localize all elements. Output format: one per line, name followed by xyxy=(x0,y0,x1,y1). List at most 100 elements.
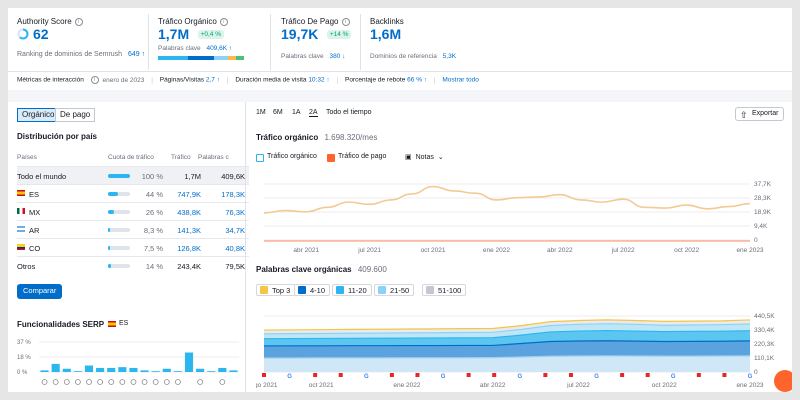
table-row[interactable]: ES 44 % 747,9K 178,3K xyxy=(17,184,249,202)
traffic-value[interactable]: 141,3K xyxy=(177,226,201,235)
serp-feature-icon[interactable] xyxy=(219,379,226,385)
traffic-value[interactable]: 747,9K xyxy=(177,190,201,199)
serp-feature-icon[interactable] xyxy=(41,379,48,385)
keywords-value[interactable]: 40,8K xyxy=(225,244,245,253)
serp-feature-bar[interactable] xyxy=(173,371,182,372)
range-tab-0[interactable]: 1M xyxy=(256,109,266,116)
serp-feature-icon[interactable] xyxy=(152,379,159,385)
google-update-icon[interactable]: G xyxy=(441,374,446,380)
help-chat-button[interactable] xyxy=(774,370,792,392)
keywords-value[interactable]: 409,6K xyxy=(221,172,245,181)
authority-score-value[interactable]: 62 xyxy=(33,26,49,42)
note-flag-icon[interactable] xyxy=(338,373,343,377)
serp-feature-bar[interactable] xyxy=(184,352,194,372)
note-flag-icon[interactable] xyxy=(722,373,727,377)
export-button[interactable]: ⇧ Exportar xyxy=(735,107,785,121)
serp-feature-icon[interactable] xyxy=(63,379,70,385)
serp-feature-icon[interactable] xyxy=(174,379,181,385)
serp-feature-bar[interactable] xyxy=(40,370,49,372)
serp-feature-bar[interactable] xyxy=(62,368,71,372)
show-all-link[interactable]: Mostrar todo xyxy=(442,76,479,84)
serp-feature-icon[interactable] xyxy=(163,379,170,385)
serp-feature-icon[interactable] xyxy=(197,379,204,385)
table-row[interactable]: AR 8,3 % 141,3K 34,7K xyxy=(17,220,249,238)
note-flag-icon[interactable] xyxy=(313,373,318,377)
serp-feature-icon[interactable] xyxy=(141,379,148,385)
table-row[interactable]: MX 26 % 438,8K 76,3K xyxy=(17,202,249,220)
note-flag-icon[interactable] xyxy=(262,373,266,377)
info-icon[interactable]: i xyxy=(74,17,83,26)
serp-feature-icon[interactable] xyxy=(52,379,59,385)
serp-feature-bar[interactable] xyxy=(107,367,116,372)
serp-feature-icon[interactable] xyxy=(74,379,81,385)
keywords-value[interactable]: 178,3K xyxy=(221,190,245,199)
note-flag-icon[interactable] xyxy=(696,373,701,377)
google-update-icon[interactable]: G xyxy=(671,374,676,380)
note-flag-icon[interactable] xyxy=(645,373,650,377)
legend-kw-0[interactable]: Top 3 xyxy=(256,284,296,296)
legend-paid[interactable]: Tráfico de pago xyxy=(327,153,386,162)
legend-kw-3[interactable]: 21-50 xyxy=(374,284,415,296)
note-flag-icon[interactable] xyxy=(543,373,548,377)
info-icon[interactable]: i xyxy=(219,17,228,26)
serp-feature-bar[interactable] xyxy=(51,363,60,372)
keywords-value[interactable]: 76,3K xyxy=(225,208,245,217)
traffic-value[interactable]: 126,8K xyxy=(177,244,201,253)
serp-feature-icon[interactable] xyxy=(119,379,126,385)
legend-kw-4[interactable]: 51-100 xyxy=(422,284,467,296)
keywords-area-Top 3[interactable] xyxy=(264,355,750,372)
serp-feature-icon[interactable] xyxy=(130,379,137,385)
serp-feature-bar[interactable] xyxy=(196,368,205,372)
paid-traffic-value[interactable]: 19,7K xyxy=(281,26,319,42)
google-update-icon[interactable]: G xyxy=(748,374,753,380)
serp-feature-bar[interactable] xyxy=(84,365,94,372)
google-update-icon[interactable]: G xyxy=(594,374,599,380)
serp-feature-bar[interactable] xyxy=(218,367,227,372)
traffic-value[interactable]: 243,4K xyxy=(177,262,201,271)
organic-traffic-value[interactable]: 1,7M xyxy=(158,26,190,42)
tab-paid[interactable]: De pago xyxy=(55,108,96,122)
notes-dropdown[interactable]: ▣ Notas ⌄ xyxy=(405,154,444,161)
serp-feature-bar[interactable] xyxy=(96,367,105,372)
google-update-icon[interactable]: G xyxy=(287,374,292,380)
note-flag-icon[interactable] xyxy=(415,373,420,377)
serp-feature-icon[interactable] xyxy=(97,379,104,385)
note-flag-icon[interactable] xyxy=(568,373,573,377)
range-tab-1[interactable]: 6M xyxy=(273,109,283,116)
serp-feature-bar[interactable] xyxy=(129,367,138,372)
range-tab-4[interactable]: Todo el tiempo xyxy=(326,109,372,116)
serp-feature-bar[interactable] xyxy=(140,370,149,372)
google-update-icon[interactable]: G xyxy=(517,374,522,380)
note-flag-icon[interactable] xyxy=(466,373,471,377)
note-flag-icon[interactable] xyxy=(492,373,497,377)
legend-kw-1[interactable]: 4-10 xyxy=(294,284,331,296)
serp-feature-icon[interactable] xyxy=(108,379,115,385)
serp-feature-bar[interactable] xyxy=(207,371,216,372)
serp-feature-icon[interactable] xyxy=(86,379,92,385)
google-update-icon[interactable]: G xyxy=(364,374,369,380)
legend-kw-2[interactable]: 11-20 xyxy=(332,284,372,296)
serp-feature-bar[interactable] xyxy=(118,367,127,372)
traffic-value[interactable]: 438,8K xyxy=(177,208,201,217)
serp-feature-bar[interactable] xyxy=(162,368,171,372)
legend-organic[interactable]: Tráfico orgánico xyxy=(256,153,317,162)
info-icon[interactable]: i xyxy=(341,17,350,26)
traffic-value[interactable]: 1,7M xyxy=(184,172,201,181)
compare-button[interactable]: Comparar xyxy=(17,284,63,299)
serp-feature-bar[interactable] xyxy=(229,370,238,372)
organic-traffic-line[interactable] xyxy=(263,185,751,214)
table-row[interactable]: Otros 14 % 243,4K 79,5K xyxy=(17,256,249,274)
serp-feature-bar[interactable] xyxy=(151,371,160,372)
keywords-value[interactable]: 34,7K xyxy=(225,226,245,235)
serp-feature-bar[interactable] xyxy=(73,371,82,372)
note-flag-icon[interactable] xyxy=(620,373,625,377)
note-flag-icon[interactable] xyxy=(389,373,394,377)
table-row[interactable]: CO 7,5 % 126,8K 40,8K xyxy=(17,238,249,256)
keywords-value[interactable]: 79,5K xyxy=(225,262,245,271)
table-row[interactable]: Todo el mundo 100 % 1,7M 409,6K xyxy=(17,166,249,184)
tab-organic[interactable]: Orgánico xyxy=(17,108,60,122)
range-tab-3[interactable]: 2A xyxy=(309,109,318,117)
info-icon[interactable]: i xyxy=(90,76,99,84)
range-tab-2[interactable]: 1A xyxy=(292,109,301,116)
backlinks-value[interactable]: 1,6M xyxy=(370,26,402,42)
